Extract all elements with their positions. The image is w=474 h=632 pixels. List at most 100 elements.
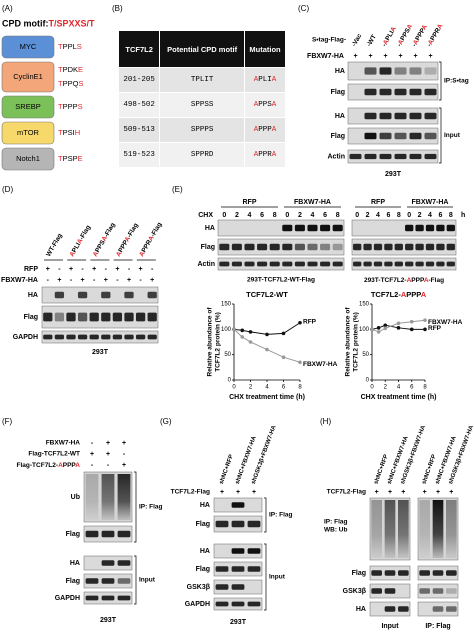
data-point: [240, 328, 245, 333]
row-label: Flag: [66, 531, 80, 538]
data-point: [240, 335, 245, 339]
sign: -: [81, 266, 84, 273]
row-label: Flag: [331, 133, 345, 140]
group-label: RFP: [371, 199, 385, 206]
data-point: [248, 330, 253, 334]
band: [85, 595, 99, 601]
condition: TCF7L2-Flag: [171, 489, 210, 496]
cell-line: 293T: [92, 349, 109, 356]
row-label: Flag: [196, 566, 210, 573]
table-cell: SPPRD: [159, 142, 246, 168]
band: [257, 261, 268, 267]
band: [425, 224, 435, 232]
band: [419, 588, 430, 594]
band: [415, 261, 424, 267]
text-part: PPP: [63, 462, 77, 469]
row-label: Flag: [331, 89, 345, 96]
row-label: HA: [356, 606, 366, 613]
blot: [347, 149, 439, 164]
data-point: [396, 326, 401, 330]
band: [101, 560, 115, 566]
table-row: 498-502 SPPSS APPSA: [117, 92, 286, 118]
row-label: Flag: [352, 570, 366, 577]
band: [85, 530, 99, 538]
protein-name: SREBP: [15, 102, 40, 111]
table-cell: 519-523: [117, 142, 161, 168]
table-cell: APLIA: [244, 67, 286, 93]
text-part: A: [253, 126, 259, 134]
sign: -: [151, 266, 154, 273]
sign: +: [92, 266, 96, 273]
band: [446, 606, 457, 612]
text-part: A: [436, 22, 445, 30]
band: [112, 312, 123, 322]
time-label: 0: [355, 212, 359, 219]
band: [320, 261, 331, 267]
band: [409, 88, 422, 96]
y-tick-label: 150: [221, 302, 232, 308]
band: [215, 601, 229, 607]
blot: [217, 257, 345, 271]
row-label: Flag: [201, 244, 215, 251]
band: [363, 261, 372, 267]
band: [231, 243, 242, 251]
band: [371, 570, 382, 576]
table-row: 519-523 SPPRD APPRA: [117, 142, 286, 168]
text-part: T: [58, 79, 63, 88]
motif: TPDKE: [58, 65, 83, 74]
text-part: S: [78, 79, 83, 88]
text-part: A: [75, 462, 80, 469]
group-label: Input: [381, 623, 399, 630]
text-part: PPP: [63, 102, 78, 111]
text-part: PPL: [63, 42, 77, 51]
bracket: [264, 497, 267, 533]
text-part: T: [58, 65, 63, 74]
protein-name: MYC: [20, 42, 37, 51]
text-part: PPP: [411, 277, 425, 284]
sign: -: [47, 277, 50, 284]
ub-smear: [419, 500, 430, 558]
time-label: 2: [366, 212, 370, 219]
bracket: [134, 555, 137, 605]
text-part: E: [78, 154, 83, 163]
blot: [347, 61, 439, 81]
chart-title: TCF7L2-APPPA: [371, 290, 427, 299]
band: [101, 530, 115, 538]
band: [436, 243, 445, 251]
x-tick-label: 0: [370, 385, 374, 391]
band: [424, 132, 437, 140]
sign: +: [413, 53, 417, 60]
time-label: 4: [248, 212, 252, 219]
row-label: HA: [200, 548, 210, 555]
data-point: [265, 332, 269, 337]
data-point: [383, 323, 388, 328]
group-label: FBXW7-HA: [294, 199, 331, 206]
condition: TCF7L2-Flag: [327, 489, 366, 496]
band: [384, 243, 393, 251]
protein-box: [1, 147, 55, 171]
protein-box: [1, 61, 55, 93]
data-point: [396, 321, 401, 326]
text-part: PLI: [384, 29, 395, 41]
table-cell: APPPA: [244, 117, 286, 143]
data-point: [248, 340, 253, 344]
band: [409, 132, 422, 140]
text-part: -Flag: [103, 221, 117, 238]
text-part: E: [78, 65, 83, 74]
text-part: PSI: [63, 128, 75, 137]
lane-label: -Vac: [351, 32, 364, 47]
x-tick-label: 8: [298, 385, 302, 391]
time-label: 6: [438, 212, 442, 219]
sign: +: [236, 489, 240, 496]
row-label: GAPDH: [55, 595, 80, 602]
text-part: PPS: [258, 101, 272, 109]
ub-smear: [85, 474, 99, 520]
band: [231, 261, 242, 267]
band: [269, 243, 280, 251]
sign: -: [93, 277, 96, 284]
text-part: PSP: [63, 154, 78, 163]
band: [332, 243, 343, 251]
time-unit: h: [461, 212, 465, 219]
title: CPD motif:: [2, 18, 49, 28]
text-part: A: [271, 126, 277, 134]
